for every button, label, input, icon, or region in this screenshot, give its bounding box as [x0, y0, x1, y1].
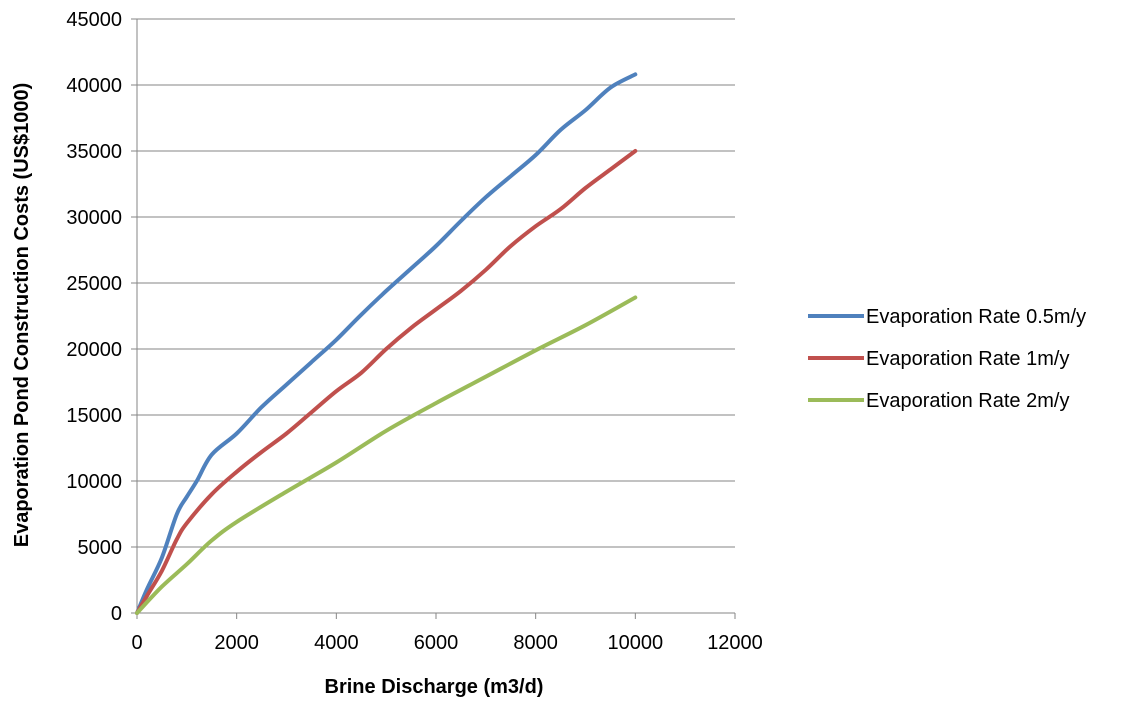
y-tick-label: 0	[111, 603, 122, 625]
y-tick-label: 35000	[66, 141, 122, 163]
x-tick-label: 10000	[608, 632, 664, 654]
y-tick-label: 30000	[66, 207, 122, 229]
series-line-3	[135, 295, 638, 615]
y-tick-label: 15000	[66, 405, 122, 427]
x-tick-label: 6000	[414, 632, 459, 654]
gridlines	[137, 18, 735, 548]
x-tick-label: 2000	[214, 632, 259, 654]
series-line-2	[135, 149, 638, 615]
x-tick-label: 0	[131, 632, 142, 654]
series-lines	[135, 72, 638, 615]
y-tick-label: 45000	[66, 9, 122, 31]
axes	[131, 18, 736, 619]
legend: Evaporation Rate 0.5m/y Evaporation Rate …	[808, 306, 1086, 412]
y-axis-title: Evaporation Pond Construction Costs (US$…	[11, 83, 33, 548]
legend-label-1: Evaporation Rate 0.5m/y	[866, 306, 1086, 328]
y-tick-label: 10000	[66, 471, 122, 493]
y-tick-label: 20000	[66, 339, 122, 361]
legend-label-3: Evaporation Rate 2m/y	[866, 390, 1069, 412]
y-tick-label: 25000	[66, 273, 122, 295]
series-line-1	[135, 72, 638, 615]
x-axis-tick-labels: 0 2000 4000 6000 8000 10000 12000	[131, 632, 762, 654]
y-tick-label: 40000	[66, 75, 122, 97]
y-tick-label: 5000	[78, 537, 123, 559]
x-tick-label: 12000	[707, 632, 763, 654]
legend-label-2: Evaporation Rate 1m/y	[866, 348, 1069, 370]
x-tick-label: 8000	[513, 632, 558, 654]
x-tick-label: 4000	[314, 632, 359, 654]
y-axis-tick-labels: 0 5000 10000 15000 20000 25000 30000 35000 40000…	[66, 9, 122, 625]
x-axis-title: Brine Discharge (m3/d)	[325, 676, 544, 698]
